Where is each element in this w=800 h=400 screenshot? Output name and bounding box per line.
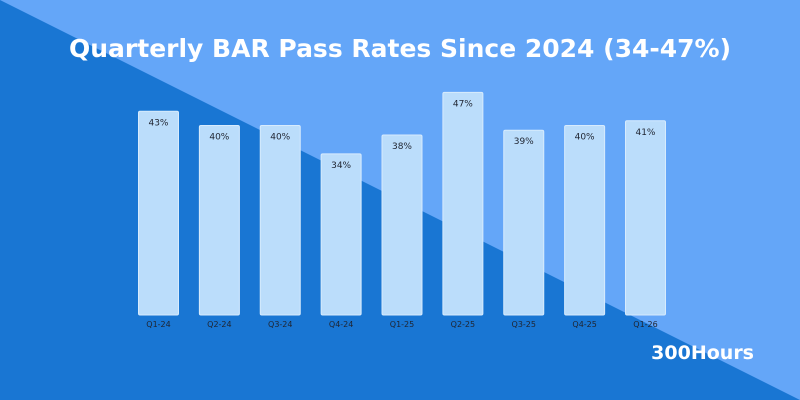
bar-q2-25 — [442, 91, 484, 316]
bar-q2-24 — [198, 124, 240, 316]
x-tick-label-q1-26: Q1-26 — [633, 320, 657, 329]
value-label-q4-25: 40% — [575, 132, 595, 142]
value-label-q2-24: 40% — [209, 132, 229, 142]
bar-q1-25 — [381, 134, 423, 316]
bar-q3-25 — [503, 129, 545, 316]
x-tick-label-q2-25: Q2-25 — [451, 320, 475, 329]
bar-q4-24 — [320, 153, 362, 316]
bar-q3-24 — [259, 124, 301, 316]
chart-title: Quarterly BAR Pass Rates Since 2024 (34-… — [69, 34, 731, 63]
value-label-q1-24: 43% — [148, 118, 168, 128]
bar-q1-24 — [138, 110, 179, 316]
x-tick-label-q1-24: Q1-24 — [146, 320, 170, 329]
x-tick-label-q3-25: Q3-25 — [512, 320, 536, 329]
x-tick-label-q3-24: Q3-24 — [268, 320, 292, 329]
bar-q1-26 — [625, 120, 666, 316]
brand-wordmark: 300Hours — [651, 342, 754, 364]
bar-q4-25 — [564, 124, 606, 316]
value-label-q2-25: 47% — [453, 99, 473, 109]
x-tick-label-q4-25: Q4-25 — [572, 320, 596, 329]
x-tick-label-q4-24: Q4-24 — [329, 320, 353, 329]
value-label-q1-25: 38% — [392, 142, 412, 152]
x-tick-label-q1-25: Q1-25 — [390, 320, 414, 329]
value-label-q4-24: 34% — [331, 161, 351, 171]
value-label-q3-24: 40% — [270, 132, 290, 142]
value-label-q3-25: 39% — [514, 137, 534, 147]
x-tick-label-q2-24: Q2-24 — [207, 320, 231, 329]
value-label-q1-26: 41% — [635, 128, 655, 138]
